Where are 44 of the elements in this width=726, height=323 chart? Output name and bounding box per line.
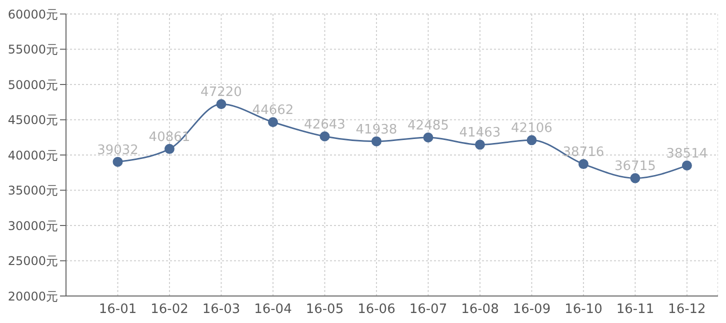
y-tick-label: 40000元 <box>8 148 58 162</box>
x-tick-label: 16-03 <box>202 302 240 318</box>
data-label: 42643 <box>304 117 346 132</box>
point <box>112 156 123 167</box>
point <box>164 144 174 154</box>
point <box>630 173 640 184</box>
x-tick-label: 16-10 <box>564 302 602 318</box>
data-label: 42106 <box>511 121 552 136</box>
point <box>423 132 434 142</box>
y-tick-label: 50000元 <box>8 78 58 92</box>
x-tick-label: 16-07 <box>409 302 448 318</box>
y-tick-label: 60000元 <box>8 7 58 22</box>
x-tick-label: 16-01 <box>98 302 137 318</box>
data-label: 44662 <box>252 103 294 118</box>
point <box>371 136 382 146</box>
x-tick-label: 16-08 <box>461 302 499 318</box>
data-label: 38514 <box>666 146 708 162</box>
x-tick-label: 16-05 <box>306 302 344 318</box>
x-tick-label: 16-12 <box>668 302 706 318</box>
data-label: 41938 <box>356 122 398 138</box>
point <box>216 99 226 110</box>
x-tick-label: 16-02 <box>150 302 188 318</box>
x-tick-label: 16-11 <box>616 302 654 318</box>
point <box>682 160 692 170</box>
data-label: 39032 <box>97 142 138 158</box>
y-tick-label: 30000元 <box>8 218 58 233</box>
data-label: 47220 <box>200 85 242 100</box>
y-tick-label: 35000元 <box>8 184 58 198</box>
point <box>578 159 588 170</box>
x-tick-label: 16-06 <box>358 302 396 318</box>
data-label: 36715 <box>614 159 656 174</box>
data-label: 41463 <box>459 126 501 141</box>
data-label: 42485 <box>408 118 449 134</box>
y-tick-label: 25000元 <box>8 254 58 268</box>
y-tick-label: 20000元 <box>8 289 58 304</box>
point <box>268 117 278 128</box>
point <box>320 131 330 142</box>
y-tick-label: 55000元 <box>8 42 58 57</box>
x-tick-label: 16-04 <box>254 302 292 318</box>
y-tick-label: 45000元 <box>8 113 58 128</box>
x-tick-label: 16-09 <box>512 302 551 318</box>
point <box>526 135 537 146</box>
data-label: 38716 <box>562 145 604 160</box>
point <box>474 140 485 150</box>
